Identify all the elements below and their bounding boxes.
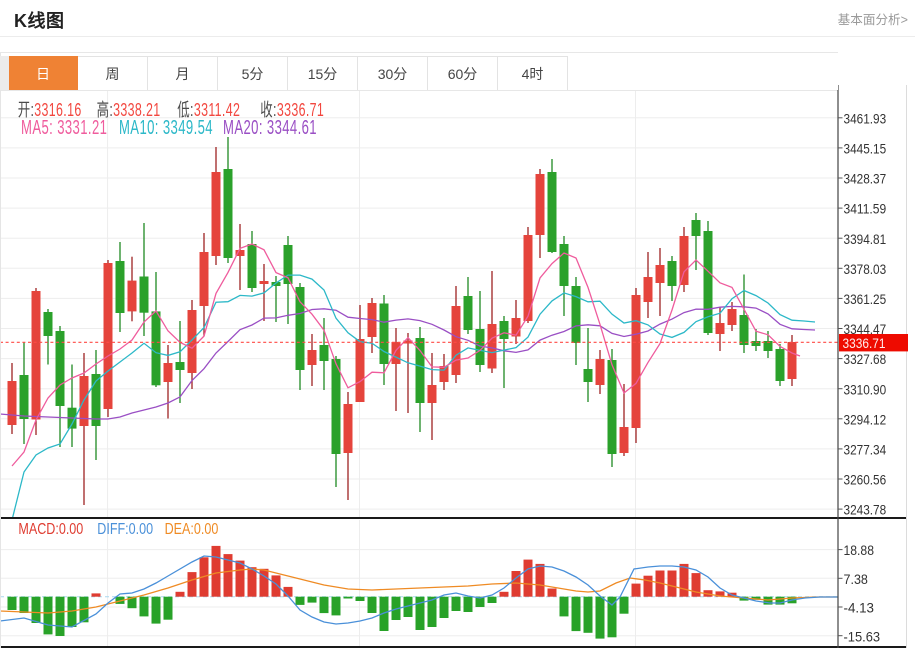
svg-text:-4.13: -4.13 [844,600,875,616]
svg-text:3310.90: 3310.90 [844,381,887,397]
svg-text:3344.47: 3344.47 [844,321,887,337]
svg-text:3394.81: 3394.81 [844,231,887,247]
svg-text:3361.25: 3361.25 [844,291,887,307]
svg-text:3277.34: 3277.34 [844,442,887,458]
svg-text:-15.63: -15.63 [844,628,881,644]
svg-text:3445.15: 3445.15 [844,141,887,157]
svg-text:18.88: 18.88 [844,542,875,558]
svg-text:3411.59: 3411.59 [844,201,887,217]
svg-text:7.38: 7.38 [844,571,869,587]
svg-text:3428.37: 3428.37 [844,171,887,187]
svg-text:3336.71: 3336.71 [843,335,886,351]
svg-text:3260.56: 3260.56 [844,472,887,488]
svg-text:3327.68: 3327.68 [844,351,887,367]
svg-text:3378.03: 3378.03 [844,261,887,277]
svg-text:3461.93: 3461.93 [844,110,887,126]
svg-text:3243.78: 3243.78 [844,502,887,518]
svg-text:3294.12: 3294.12 [844,411,887,427]
